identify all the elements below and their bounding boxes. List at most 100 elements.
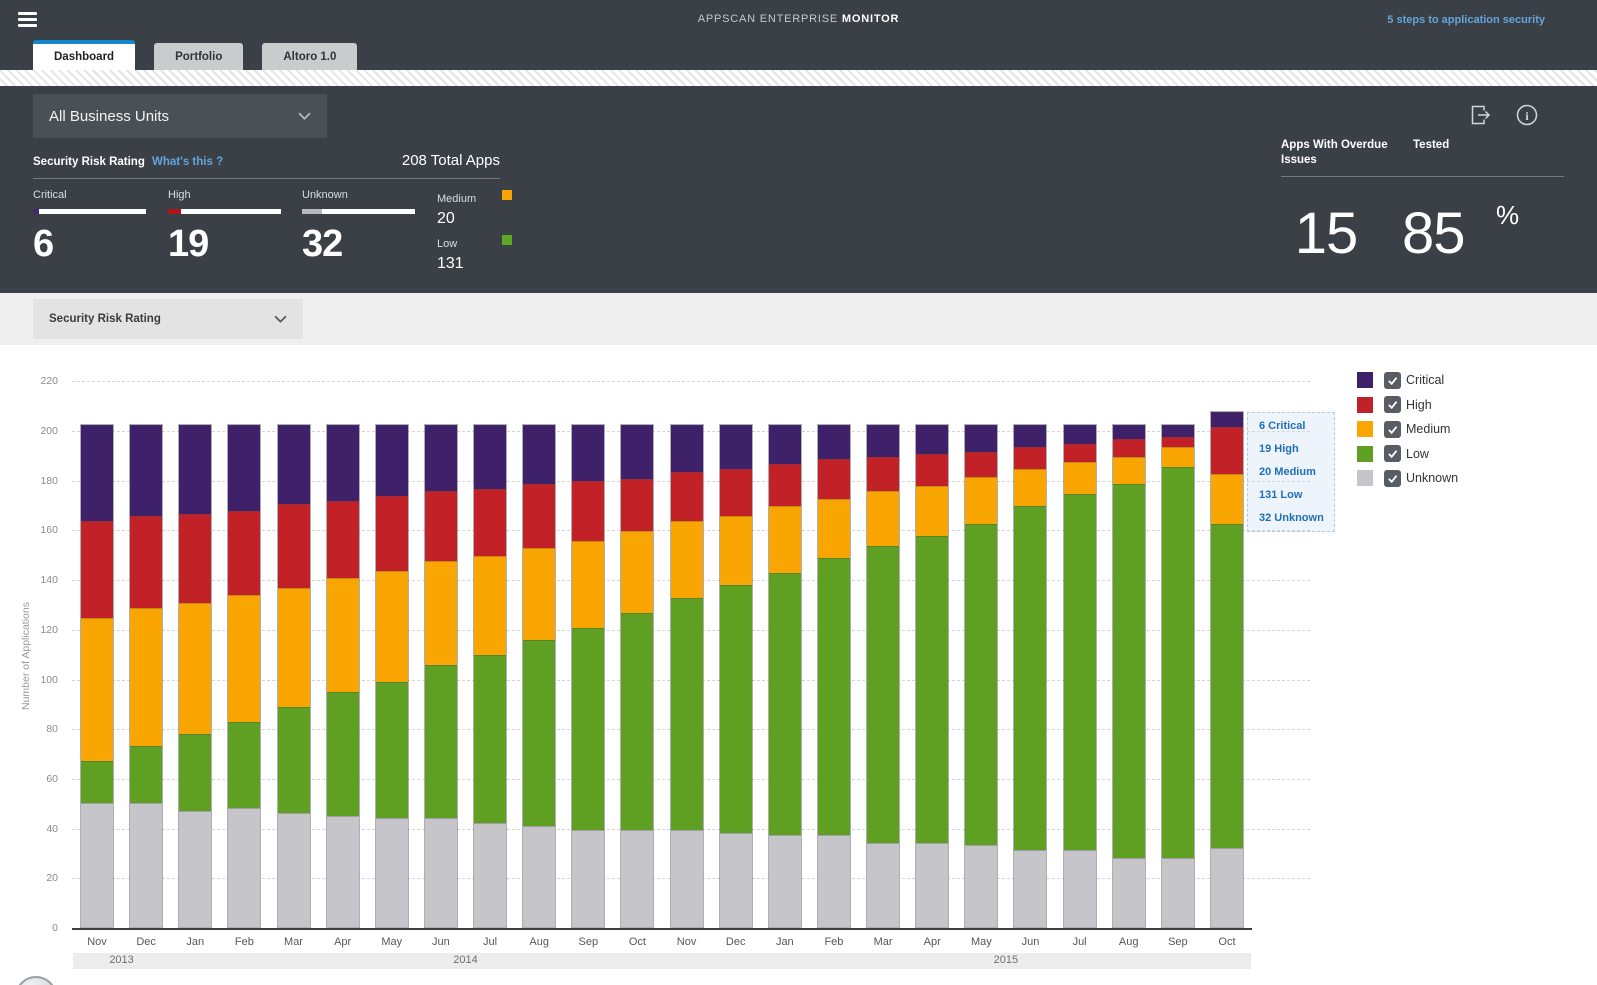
bar-apr-2014[interactable] <box>325 423 360 928</box>
bar-sep-2015[interactable] <box>1160 423 1195 928</box>
segment-unknown <box>719 832 752 927</box>
whats-this-link[interactable]: What's this ? <box>152 156 224 168</box>
segment-low <box>1210 523 1243 848</box>
bar-may-2014[interactable] <box>374 423 409 928</box>
bar-jun-2014[interactable] <box>423 423 458 928</box>
chevron-down-icon <box>298 112 311 120</box>
bar-apr-2015[interactable] <box>915 423 950 928</box>
y-axis-tick: 180 <box>40 474 58 487</box>
divider-line <box>1281 176 1564 177</box>
segment-medium <box>277 587 310 707</box>
metric-critical: Critical 6 <box>33 189 153 266</box>
metric-value: 19 <box>168 223 209 265</box>
striped-divider <box>0 70 1597 86</box>
segment-unknown <box>1210 847 1243 927</box>
low-checkbox[interactable] <box>1384 445 1401 463</box>
legend-label: Unknown <box>1406 471 1459 486</box>
year-band-2013 <box>72 953 171 969</box>
segment-high <box>277 503 310 588</box>
bar-feb-2014[interactable] <box>227 423 262 928</box>
y-axis-tick: 120 <box>40 623 58 636</box>
risk-rating-dropdown[interactable]: Security Risk Rating <box>33 299 303 339</box>
x-axis-month-label: Jul <box>483 936 498 948</box>
segment-high <box>916 454 949 487</box>
tab-portfolio[interactable]: Portfolio <box>154 43 244 70</box>
bar-oct-2015[interactable] <box>1209 411 1244 928</box>
segment-critical <box>179 424 212 514</box>
bar-dec-2013[interactable] <box>129 423 164 928</box>
bar-nov-2013[interactable] <box>80 423 114 928</box>
bar-feb-2015[interactable] <box>816 423 851 928</box>
bar-oct-2014[interactable] <box>620 423 655 928</box>
segment-medium <box>130 607 163 747</box>
segment-medium <box>1161 446 1194 467</box>
metric-unknown: Unknown 32 <box>302 189 422 266</box>
segment-unknown <box>621 830 654 927</box>
y-axis-tick: 0 <box>52 922 58 934</box>
bar-jun-2015[interactable] <box>1013 423 1048 928</box>
high-checkbox[interactable] <box>1384 396 1401 414</box>
business-units-dropdown[interactable]: All Business Units <box>33 94 327 138</box>
segment-medium <box>621 530 654 613</box>
bar-jan-2015[interactable] <box>767 423 802 928</box>
bar-aug-2014[interactable] <box>522 423 557 928</box>
legend-item-high[interactable]: High <box>1357 393 1458 418</box>
legend-item-critical[interactable]: Critical <box>1357 368 1458 393</box>
x-axis-month-label: Oct <box>628 936 646 948</box>
segment-critical <box>670 424 703 472</box>
segment-critical <box>1210 412 1243 427</box>
legend-label: Critical <box>1406 373 1445 388</box>
y-axis-tick: 80 <box>46 723 58 736</box>
segment-high <box>523 483 556 549</box>
bar-dec-2014[interactable] <box>718 423 753 928</box>
bar-sep-2014[interactable] <box>571 423 606 928</box>
overdue-label: Apps With Overdue Issues <box>1281 139 1388 166</box>
check-icon <box>1388 425 1398 434</box>
hamburger-menu-icon[interactable] <box>18 12 38 27</box>
segment-low <box>424 664 457 819</box>
segment-unknown <box>817 835 850 927</box>
bar-jul-2014[interactable] <box>473 423 508 928</box>
bar-nov-2014[interactable] <box>669 423 704 928</box>
tab-altoro-1-0[interactable]: Altoro 1.0 <box>262 43 358 70</box>
export-icon[interactable] <box>1468 102 1494 128</box>
bar-jul-2015[interactable] <box>1062 423 1097 928</box>
bar-aug-2015[interactable] <box>1111 423 1146 928</box>
y-axis-tick: 100 <box>40 673 58 686</box>
critical-checkbox[interactable] <box>1384 371 1401 389</box>
check-icon <box>1388 376 1398 385</box>
legend-item-unknown[interactable]: Unknown <box>1357 466 1458 491</box>
bar-jan-2014[interactable] <box>178 423 213 928</box>
segment-critical <box>719 424 752 470</box>
legend-item-medium[interactable]: Medium <box>1357 417 1458 442</box>
segment-unknown <box>670 830 703 927</box>
bar-mar-2014[interactable] <box>276 423 311 928</box>
segment-low <box>1063 493 1096 851</box>
unknown-checkbox[interactable] <box>1384 469 1401 487</box>
overdue-value: 15 <box>1294 201 1359 266</box>
segment-critical <box>572 424 605 482</box>
five-steps-link[interactable]: 5 steps to application security <box>1387 14 1545 26</box>
segment-unknown <box>916 842 949 927</box>
gridline <box>72 381 1310 383</box>
metric-value: 131 <box>437 255 464 272</box>
segment-critical <box>817 424 850 460</box>
segment-medium <box>1063 461 1096 494</box>
info-icon[interactable]: i <box>1514 102 1540 128</box>
segment-unknown <box>277 813 310 927</box>
segment-high <box>474 488 507 556</box>
y-axis-tick: 160 <box>40 524 58 537</box>
bar-mar-2015[interactable] <box>866 423 901 928</box>
segment-unknown <box>1063 850 1096 927</box>
bar-may-2015[interactable] <box>964 423 999 928</box>
tab-dashboard[interactable]: Dashboard <box>33 40 136 70</box>
segment-high <box>228 511 261 596</box>
medium-checkbox[interactable] <box>1384 420 1401 438</box>
legend-item-low[interactable]: Low <box>1357 442 1458 467</box>
high-swatch <box>1357 396 1373 413</box>
segment-unknown <box>228 808 261 927</box>
segment-low <box>768 573 801 836</box>
segment-unknown <box>375 818 408 927</box>
medium-swatch <box>1357 421 1373 438</box>
segment-unknown <box>965 845 998 927</box>
